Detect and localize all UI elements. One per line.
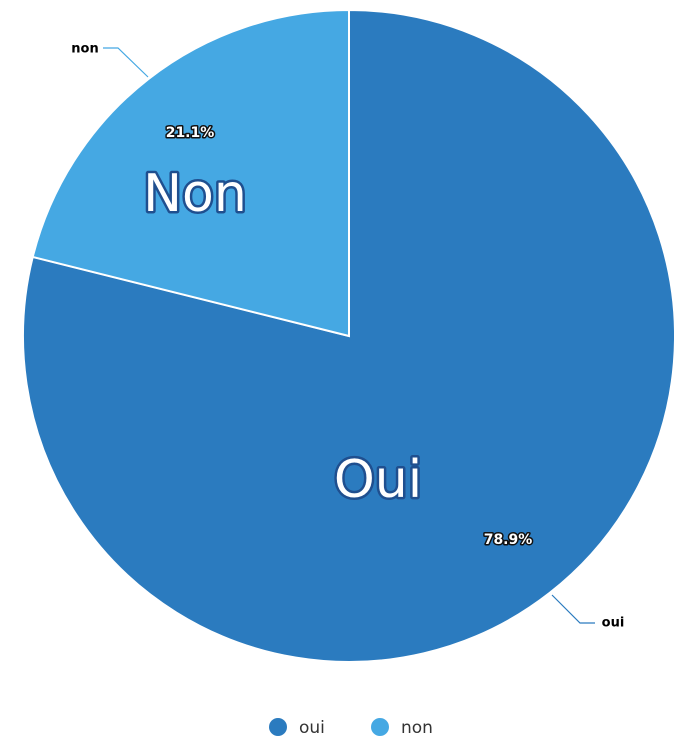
leader-line	[551, 594, 595, 624]
outside-label: non	[71, 42, 98, 57]
leader-line	[103, 47, 149, 78]
slice-label: Non	[143, 164, 247, 224]
legend-swatch	[269, 718, 287, 736]
pie-slice	[31, 8, 350, 338]
legend-label: non	[401, 718, 433, 738]
outside-label: oui	[602, 616, 625, 631]
value-label: 21.1%	[166, 125, 215, 141]
value-label: 78.9%	[484, 532, 533, 548]
legend-label: oui	[299, 718, 325, 738]
legend-swatch	[371, 718, 389, 736]
slice-label: Oui	[334, 450, 422, 510]
